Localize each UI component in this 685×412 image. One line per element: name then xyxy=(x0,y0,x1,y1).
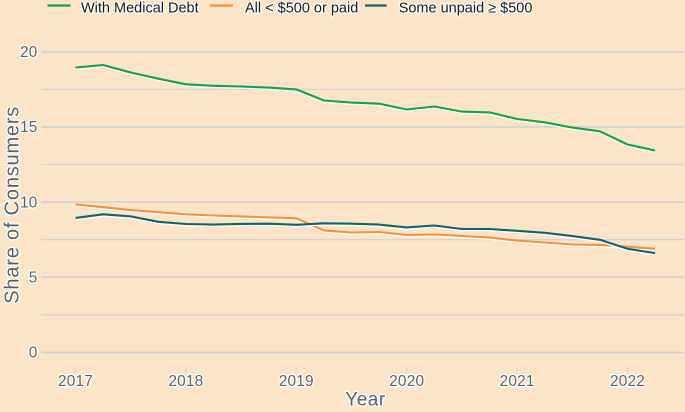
svg-text:2020: 2020 xyxy=(389,373,424,390)
svg-text:2019: 2019 xyxy=(279,373,314,390)
svg-text:With Medical Debt: With Medical Debt xyxy=(81,0,199,16)
svg-text:2021: 2021 xyxy=(500,373,535,390)
svg-text:5: 5 xyxy=(29,270,38,287)
svg-text:10: 10 xyxy=(20,194,38,211)
svg-text:2017: 2017 xyxy=(58,373,93,390)
svg-text:2018: 2018 xyxy=(168,373,203,390)
svg-text:15: 15 xyxy=(20,119,38,136)
svg-text:Year: Year xyxy=(345,390,386,408)
svg-text:All < $500 or paid: All < $500 or paid xyxy=(245,0,358,16)
svg-text:20: 20 xyxy=(20,44,38,61)
svg-text:2022: 2022 xyxy=(610,373,645,390)
svg-text:Share of Consumers: Share of Consumers xyxy=(1,106,23,304)
svg-text:Some unpaid ≥ $500: Some unpaid ≥ $500 xyxy=(399,0,533,16)
svg-text:0: 0 xyxy=(29,345,38,362)
